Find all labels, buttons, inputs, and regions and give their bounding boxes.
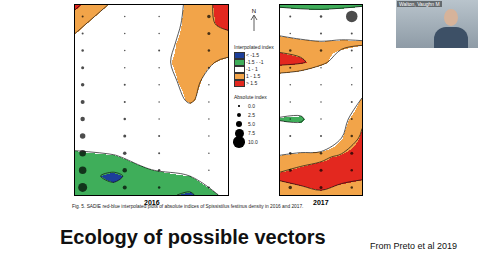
html-text:5.0: 5.0 bbox=[248, 121, 255, 127]
svg-text:2016: 2016 bbox=[144, 199, 160, 206]
html-text:From Preto et al 2019: From Preto et al 2019 bbox=[370, 241, 457, 251]
svg-text:N: N bbox=[252, 8, 256, 14]
html-text:> 1.5: > 1.5 bbox=[246, 79, 258, 86]
html-text:Interpolated index: Interpolated index bbox=[234, 44, 274, 50]
html-text:2.5: 2.5 bbox=[248, 112, 255, 118]
html-text:-1.5 - -1: -1.5 - -1 bbox=[246, 58, 264, 65]
html-text:Fig. 5. SADIE red-blue interpo: Fig. 5. SADIE red-blue interpolated plot… bbox=[72, 204, 304, 209]
html-text:Absolute index: Absolute index bbox=[234, 94, 267, 100]
html-text:1 - 1.5: 1 - 1.5 bbox=[246, 72, 261, 79]
svg-text:2017: 2017 bbox=[313, 199, 329, 206]
html-text:Ecology of possible vectors: Ecology of possible vectors bbox=[60, 226, 326, 248]
html-text:10.0: 10.0 bbox=[248, 139, 258, 145]
html-text:0.0: 0.0 bbox=[248, 103, 255, 109]
html-text:< -1.5: < -1.5 bbox=[246, 51, 259, 58]
html-text:-1 - 1: -1 - 1 bbox=[246, 65, 258, 72]
html-text:Walton, Vaughn M: Walton, Vaughn M bbox=[399, 1, 440, 7]
html-text:7.5: 7.5 bbox=[248, 130, 255, 136]
